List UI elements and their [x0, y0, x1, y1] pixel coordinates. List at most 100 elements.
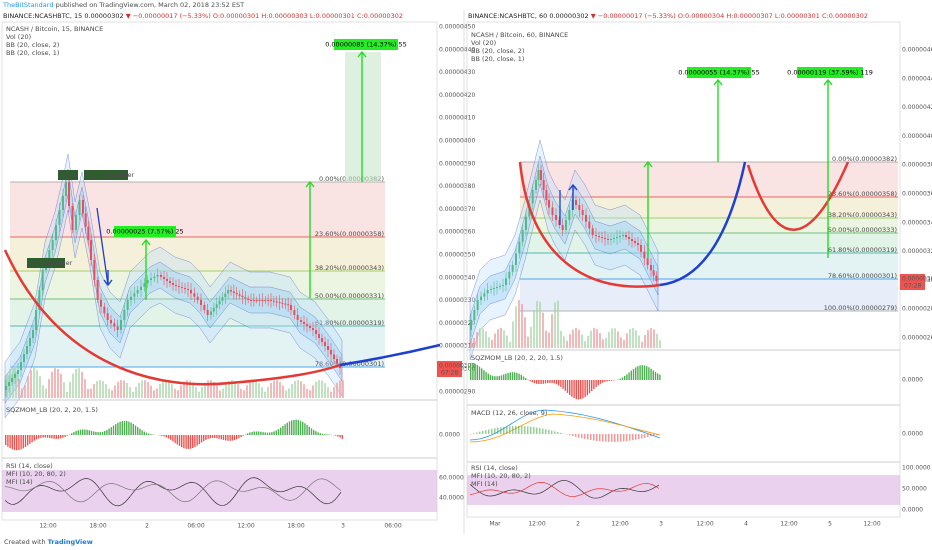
volume-bar: [318, 380, 320, 398]
histogram-bar: [115, 424, 117, 435]
fib-zone: [10, 237, 385, 271]
histogram-bar: [214, 435, 216, 438]
macd-bar: [545, 429, 547, 434]
histogram-bar: [16, 435, 18, 451]
histogram-bar: [145, 432, 148, 435]
candle: [87, 226, 90, 240]
volume-bar: [536, 300, 538, 348]
histogram-bar: [51, 435, 53, 439]
signal-line: [469, 413, 661, 443]
candle: [499, 286, 501, 287]
candle: [480, 296, 482, 300]
histogram-bar: [577, 380, 580, 400]
macd-bar: [524, 426, 526, 434]
pane-border: [466, 21, 901, 518]
volume-bar: [578, 329, 580, 348]
fib-zone: [10, 326, 385, 367]
macd-bar: [656, 434, 658, 435]
volume-bar: [515, 306, 517, 348]
fib-label: 38.20%(0.00000343): [828, 211, 897, 219]
macd-bar: [515, 426, 517, 434]
volume-bar: [132, 391, 134, 398]
histogram-bar: [637, 366, 639, 380]
macd-bar: [479, 431, 481, 434]
volume-bar: [225, 384, 227, 398]
macd-bar: [617, 434, 619, 442]
volume-bar: [312, 385, 314, 398]
volume-bar: [204, 382, 206, 398]
volume-bar: [638, 335, 640, 348]
candle: [306, 324, 308, 326]
candle: [224, 293, 227, 298]
author[interactable]: TheBitStandard: [2, 1, 53, 9]
volume-bar: [623, 339, 625, 348]
histogram-bar: [110, 427, 112, 435]
histogram-bar: [652, 370, 654, 380]
histogram-bar: [472, 363, 474, 380]
published: published on TradingView.com, March 02, …: [56, 1, 245, 9]
volume-bar: [650, 328, 652, 348]
candle: [613, 238, 615, 239]
histogram-bar: [536, 380, 538, 384]
volume-bar: [584, 341, 586, 348]
volume-bar: [596, 328, 598, 348]
candle: [252, 300, 255, 301]
annotation-box: [334, 39, 398, 50]
candle: [281, 302, 284, 304]
handle-curve: [746, 161, 850, 231]
candle: [65, 182, 67, 196]
indicator-axis: 40.0000: [439, 495, 464, 502]
macd-bar: [518, 426, 520, 434]
histogram-bar: [57, 435, 60, 439]
histogram-bar: [126, 421, 128, 435]
histogram-bar: [544, 380, 547, 384]
histogram-bar: [194, 435, 196, 447]
legend-item: Vol (20): [471, 39, 496, 47]
volume-bar: [63, 382, 65, 398]
volume-bar: [150, 385, 152, 398]
candle: [221, 297, 224, 301]
candle: [212, 307, 215, 312]
fib-label: 0.00%(0.00000382): [832, 155, 897, 163]
indicator-line: MFI (10, 20, 80, 2): [471, 472, 531, 480]
brand[interactable]: TradingView: [48, 538, 93, 546]
volume-bar: [587, 335, 589, 348]
time-axis-label: 12:00: [611, 521, 628, 528]
volume-bar: [500, 328, 502, 348]
volume-bar: [321, 380, 323, 398]
volume-bar: [72, 373, 74, 398]
volume-bar: [87, 388, 89, 398]
histogram-bar: [242, 435, 244, 436]
candle: [230, 290, 232, 292]
volume-bar: [30, 370, 32, 398]
histogram-bar: [280, 427, 282, 435]
macd-bar: [641, 434, 643, 439]
macd-bar: [614, 434, 616, 442]
histogram-bar: [291, 420, 293, 435]
histogram-bar: [86, 429, 88, 435]
candle: [244, 297, 247, 299]
histogram-bar: [205, 435, 207, 440]
candle: [591, 228, 594, 235]
histogram-bar: [573, 380, 575, 399]
histogram-bar: [503, 374, 505, 380]
volume-bar: [249, 381, 251, 398]
volume-bar: [174, 388, 176, 398]
volume-bar: [632, 328, 634, 348]
candle: [540, 170, 542, 180]
legend-item: BB (20, close, 1): [471, 55, 524, 63]
volume-bar: [324, 383, 326, 398]
histogram-bar: [93, 431, 95, 435]
histogram-bar: [317, 432, 319, 435]
macd-bar: [536, 427, 538, 434]
histogram-bar: [251, 431, 253, 435]
macd-bar: [629, 434, 631, 441]
candle: [23, 354, 25, 362]
candle: [250, 300, 252, 301]
macd-bar: [644, 434, 646, 438]
histogram-bar: [630, 370, 632, 380]
candle: [293, 310, 296, 315]
volume-bar: [96, 381, 98, 398]
arrow-head: [103, 279, 113, 287]
volume-bar: [626, 333, 628, 348]
